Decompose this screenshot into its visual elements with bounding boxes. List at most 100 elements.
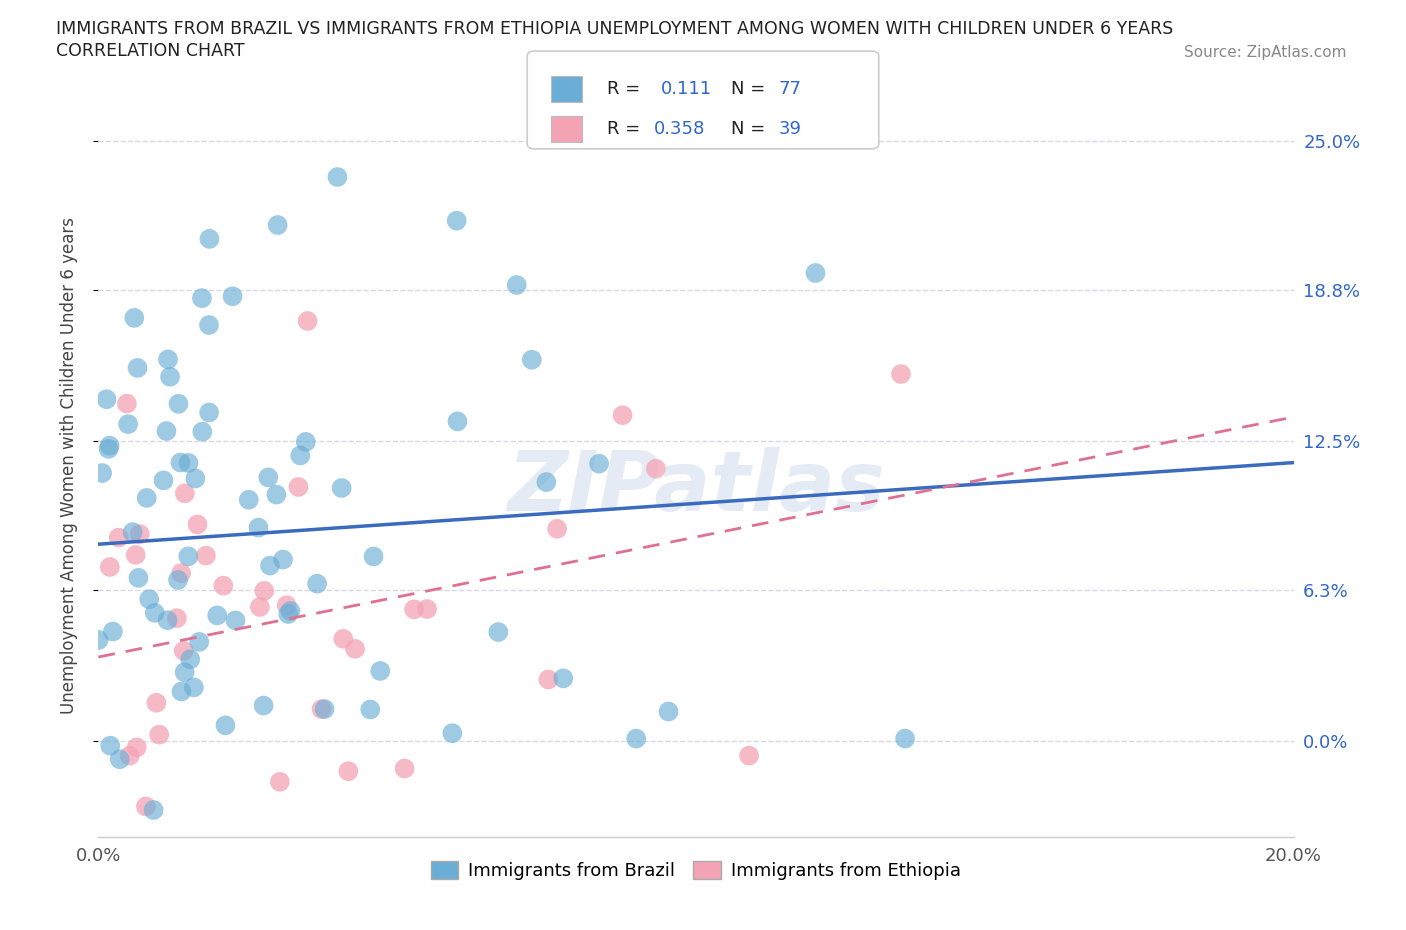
Point (127, 570, 149, 585)
Point (311, 701, 333, 716)
Point (91, 466, 114, 481)
Point (205, 608, 228, 623)
Point (101, 624, 124, 639)
Point (253, 583, 276, 598)
Text: Source: ZipAtlas.com: Source: ZipAtlas.com (1184, 45, 1347, 60)
Point (191, 424, 214, 439)
Point (644, 461, 666, 476)
Point (173, 644, 195, 658)
Text: R =: R = (607, 120, 641, 139)
Point (363, 549, 385, 564)
Point (159, 369, 181, 384)
Point (191, 291, 214, 306)
Point (128, 526, 150, 541)
Point (890, 366, 912, 381)
Point (738, 748, 761, 763)
Text: N =: N = (731, 80, 765, 98)
Point (404, 602, 426, 617)
Point (266, 487, 288, 502)
Point (277, 606, 299, 621)
Point (177, 456, 200, 471)
Point (332, 631, 354, 646)
Point (145, 696, 167, 711)
Point (173, 665, 195, 680)
Point (657, 704, 679, 719)
Point (125, 740, 148, 755)
Point (307, 577, 329, 591)
Point (287, 480, 309, 495)
Point (173, 485, 195, 500)
Point (612, 407, 634, 422)
Point (148, 727, 170, 742)
Point (267, 218, 290, 232)
Point (194, 548, 217, 563)
Point (167, 396, 190, 411)
Point (181, 904, 204, 919)
Point (170, 684, 193, 699)
Point (121, 525, 143, 539)
Text: ZIPatlas: ZIPatlas (508, 446, 884, 528)
Point (446, 213, 468, 228)
Point (368, 663, 391, 678)
Point (135, 799, 157, 814)
Point (278, 857, 301, 872)
Point (249, 840, 271, 855)
Point (252, 698, 274, 713)
Point (588, 457, 610, 472)
Y-axis label: Unemployment Among Women with Children Under 6 years: Unemployment Among Women with Children U… (59, 217, 77, 713)
Point (170, 565, 193, 580)
Text: 77: 77 (779, 80, 801, 98)
Point (125, 548, 148, 563)
Point (290, 448, 312, 463)
Point (297, 313, 319, 328)
Point (249, 600, 271, 615)
Point (247, 520, 270, 535)
Text: R =: R = (607, 80, 641, 98)
Point (225, 613, 247, 628)
Point (330, 481, 353, 496)
Point (96, 392, 118, 406)
Text: N =: N = (731, 120, 765, 139)
Point (183, 680, 205, 695)
Point (127, 361, 149, 376)
Point (138, 591, 160, 606)
Point (804, 266, 827, 281)
Legend: Immigrants from Brazil, Immigrants from Ethiopia: Immigrants from Brazil, Immigrants from … (423, 854, 969, 887)
Point (269, 775, 291, 790)
Point (276, 598, 298, 613)
Point (108, 751, 131, 766)
Text: 39: 39 (779, 120, 801, 139)
Point (186, 517, 208, 532)
Point (894, 731, 917, 746)
Point (416, 602, 439, 617)
Point (536, 474, 558, 489)
Point (446, 414, 468, 429)
Point (166, 611, 188, 626)
Point (188, 634, 211, 649)
Point (152, 473, 174, 488)
Point (202, 867, 225, 882)
Point (184, 472, 207, 486)
Point (98, 560, 121, 575)
Point (179, 652, 201, 667)
Point (212, 578, 235, 593)
Point (546, 522, 568, 537)
Point (107, 530, 129, 545)
Point (214, 718, 236, 733)
Point (156, 352, 179, 366)
Point (626, 731, 648, 746)
Point (177, 549, 200, 564)
Point (537, 672, 560, 687)
Text: CORRELATION CHART: CORRELATION CHART (56, 42, 245, 60)
Text: 0.111: 0.111 (661, 80, 711, 98)
Point (135, 490, 157, 505)
Point (117, 417, 139, 432)
Point (326, 169, 349, 184)
Point (198, 317, 221, 332)
Point (441, 725, 464, 740)
Text: IMMIGRANTS FROM BRAZIL VS IMMIGRANTS FROM ETHIOPIA UNEMPLOYMENT AMONG WOMEN WITH: IMMIGRANTS FROM BRAZIL VS IMMIGRANTS FRO… (56, 20, 1174, 38)
Point (156, 613, 179, 628)
Point (553, 671, 575, 685)
Point (169, 455, 191, 470)
Point (238, 492, 260, 507)
